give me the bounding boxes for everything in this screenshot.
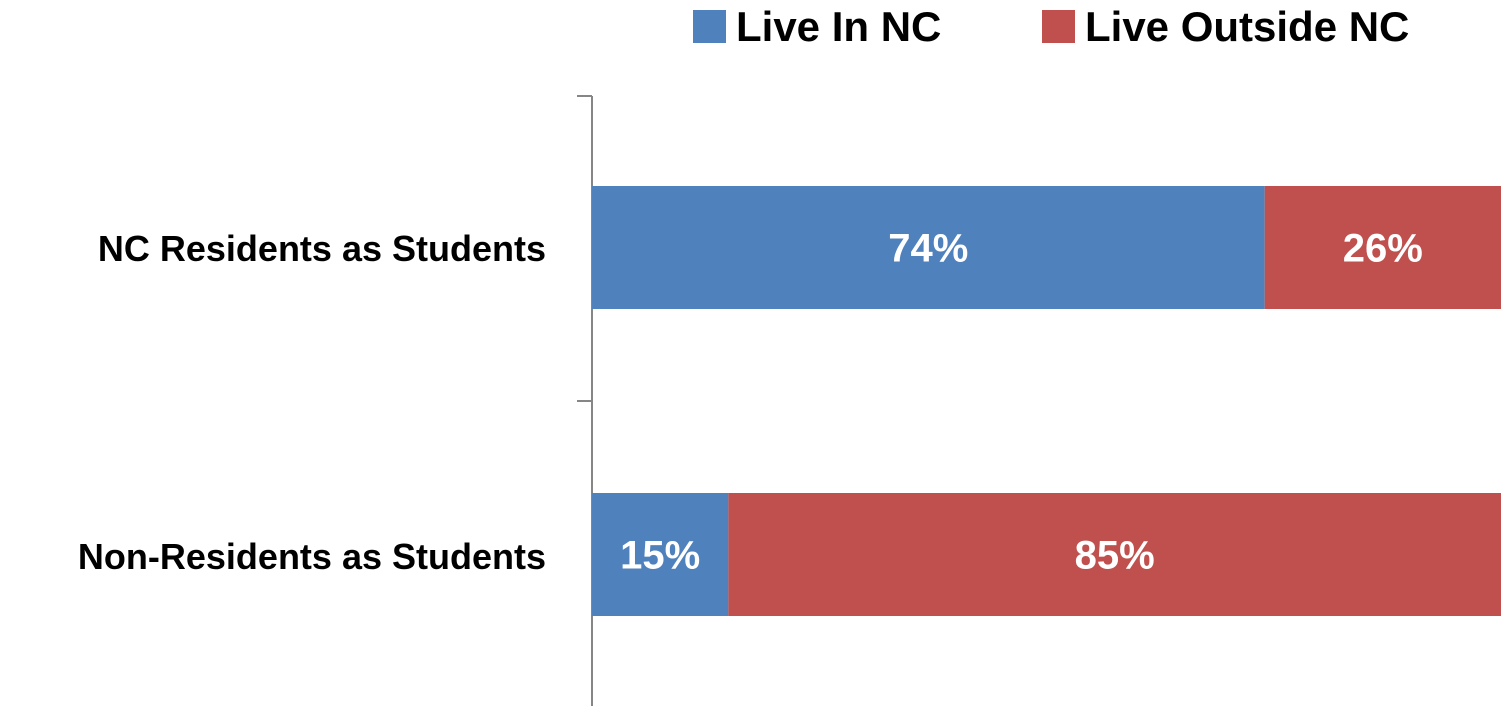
legend-swatch-live-outside-nc <box>1042 10 1075 43</box>
category-label-non-residents: Non-Residents as Students <box>78 536 546 577</box>
bar-live-outside-nc-non-residents-as-students <box>728 493 1501 616</box>
category-axis: NC Residents as Students Non-Residents a… <box>78 95 593 706</box>
legend-item-live-in-nc: Live In NC <box>693 3 941 50</box>
category-label-nc-residents: NC Residents as Students <box>98 228 546 269</box>
bar-live-outside-nc-nc-residents-as-students <box>1264 186 1501 309</box>
legend-label-live-in-nc: Live In NC <box>736 3 941 50</box>
legend: Live In NC Live Outside NC <box>693 3 1409 50</box>
legend-label-live-outside-nc: Live Outside NC <box>1085 3 1409 50</box>
data-label-live-outside-nc-non-residents-as-students: 85% <box>1075 534 1155 578</box>
bar-live-in-nc-nc-residents-as-students <box>592 186 1265 309</box>
bars: 74% 26% 15% 85% <box>592 186 1501 616</box>
bar-live-in-nc-non-residents-as-students <box>592 493 729 616</box>
data-label-live-outside-nc-nc-residents-as-students: 26% <box>1343 227 1423 271</box>
data-label-live-in-nc-non-residents-as-students: 15% <box>620 534 700 578</box>
legend-swatch-live-in-nc <box>693 10 726 43</box>
data-label-live-in-nc-nc-residents-as-students: 74% <box>888 227 968 271</box>
legend-item-live-outside-nc: Live Outside NC <box>1042 3 1409 50</box>
